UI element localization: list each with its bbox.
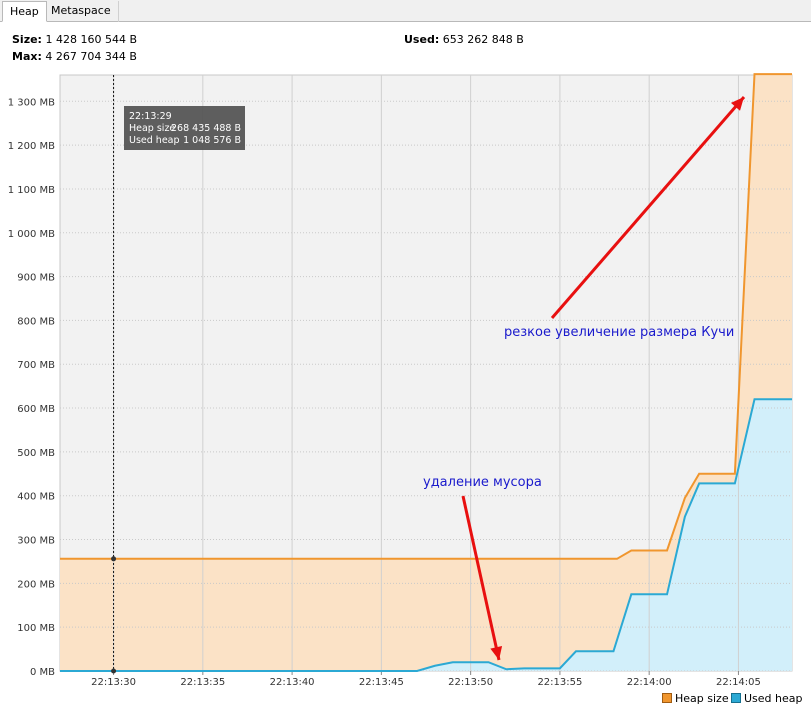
gc-arrow-shaft [461, 495, 501, 661]
heap-growth-arrow-head [730, 97, 744, 111]
gc-arrow-head [490, 646, 503, 660]
max-value: 4 267 704 344 B [45, 50, 137, 63]
x-tick-label: 22:13:50 [448, 677, 493, 688]
tooltip-heap-size-label: Heap size [129, 123, 175, 134]
legend-heap-size-swatch [662, 693, 672, 703]
size-stat: Size: 1 428 160 544 B [12, 33, 137, 47]
legend-heap-size-label: Heap size [675, 692, 729, 705]
x-tick-label: 22:13:35 [180, 677, 225, 688]
used-value: 653 262 848 B [442, 33, 524, 46]
used-heap-line [60, 398, 792, 672]
y-tick-label: 500 MB [17, 448, 55, 459]
y-tick-label: 800 MB [17, 316, 55, 327]
x-tick-label: 22:13:55 [537, 677, 582, 688]
cursor-marker-heap [111, 556, 117, 562]
legend-used-heap-swatch [731, 693, 741, 703]
x-tick-label: 22:13:30 [91, 677, 136, 688]
y-tick-label: 700 MB [17, 360, 55, 371]
heap-growth-arrow [550, 96, 746, 319]
y-tick-label: 1 300 MB [8, 97, 55, 108]
x-tick-label: 22:13:40 [270, 677, 315, 688]
used-heap-area [60, 399, 792, 671]
heap-growth-annotation: резкое увеличение размера Кучи [504, 325, 734, 340]
tooltip-box [124, 106, 245, 150]
max-stat: Max: 4 267 704 344 B [12, 50, 137, 64]
heap-size-line [60, 73, 792, 560]
y-tick-label: 0 MB [30, 667, 55, 678]
used-stat: Used: 653 262 848 B [404, 33, 524, 47]
tab-metaspace[interactable]: Metaspace [44, 1, 119, 22]
gc-arrow [461, 495, 503, 661]
y-tick-label: 300 MB [17, 536, 55, 547]
y-tick-label: 900 MB [17, 273, 55, 284]
size-value: 1 428 160 544 B [45, 33, 137, 46]
y-tick-label: 600 MB [17, 404, 55, 415]
y-tick-label: 400 MB [17, 492, 55, 503]
tooltip-time: 22:13:29 [129, 111, 172, 122]
tab-heap[interactable]: Heap [2, 1, 47, 22]
y-tick-label: 1 100 MB [8, 185, 55, 196]
legend-used-heap: Used heap [731, 692, 803, 706]
legend-used-heap-label: Used heap [744, 692, 803, 705]
tooltip-used-heap-label: Used heap [129, 135, 180, 146]
x-tick-label: 22:14:00 [627, 677, 672, 688]
tooltip-heap-size-value: 268 435 488 B [171, 123, 241, 134]
x-tick-label: 22:13:45 [359, 677, 404, 688]
legend-heap-size: Heap size [662, 692, 729, 706]
size-label: Size: [12, 33, 42, 46]
heap-chart: 0 MB 100 MB 200 MB 300 MB 400 MB 500 MB 600 MB… [8, 73, 793, 688]
heap-growth-arrow-shaft [550, 96, 746, 319]
tooltip-used-heap-value: 1 048 576 B [183, 135, 241, 146]
max-label: Max: [12, 50, 42, 63]
used-label: Used: [404, 33, 440, 46]
y-tick-label: 200 MB [17, 579, 55, 590]
y-tick-label: 1 000 MB [8, 229, 55, 240]
tab-bar: Heap Metaspace [0, 0, 811, 22]
y-tick-label: 100 MB [17, 623, 55, 634]
y-tick-label: 1 200 MB [8, 141, 55, 152]
x-tick-label: 22:14:05 [716, 677, 761, 688]
cursor-marker-used [111, 668, 117, 674]
gc-annotation: удаление мусора [423, 475, 542, 490]
